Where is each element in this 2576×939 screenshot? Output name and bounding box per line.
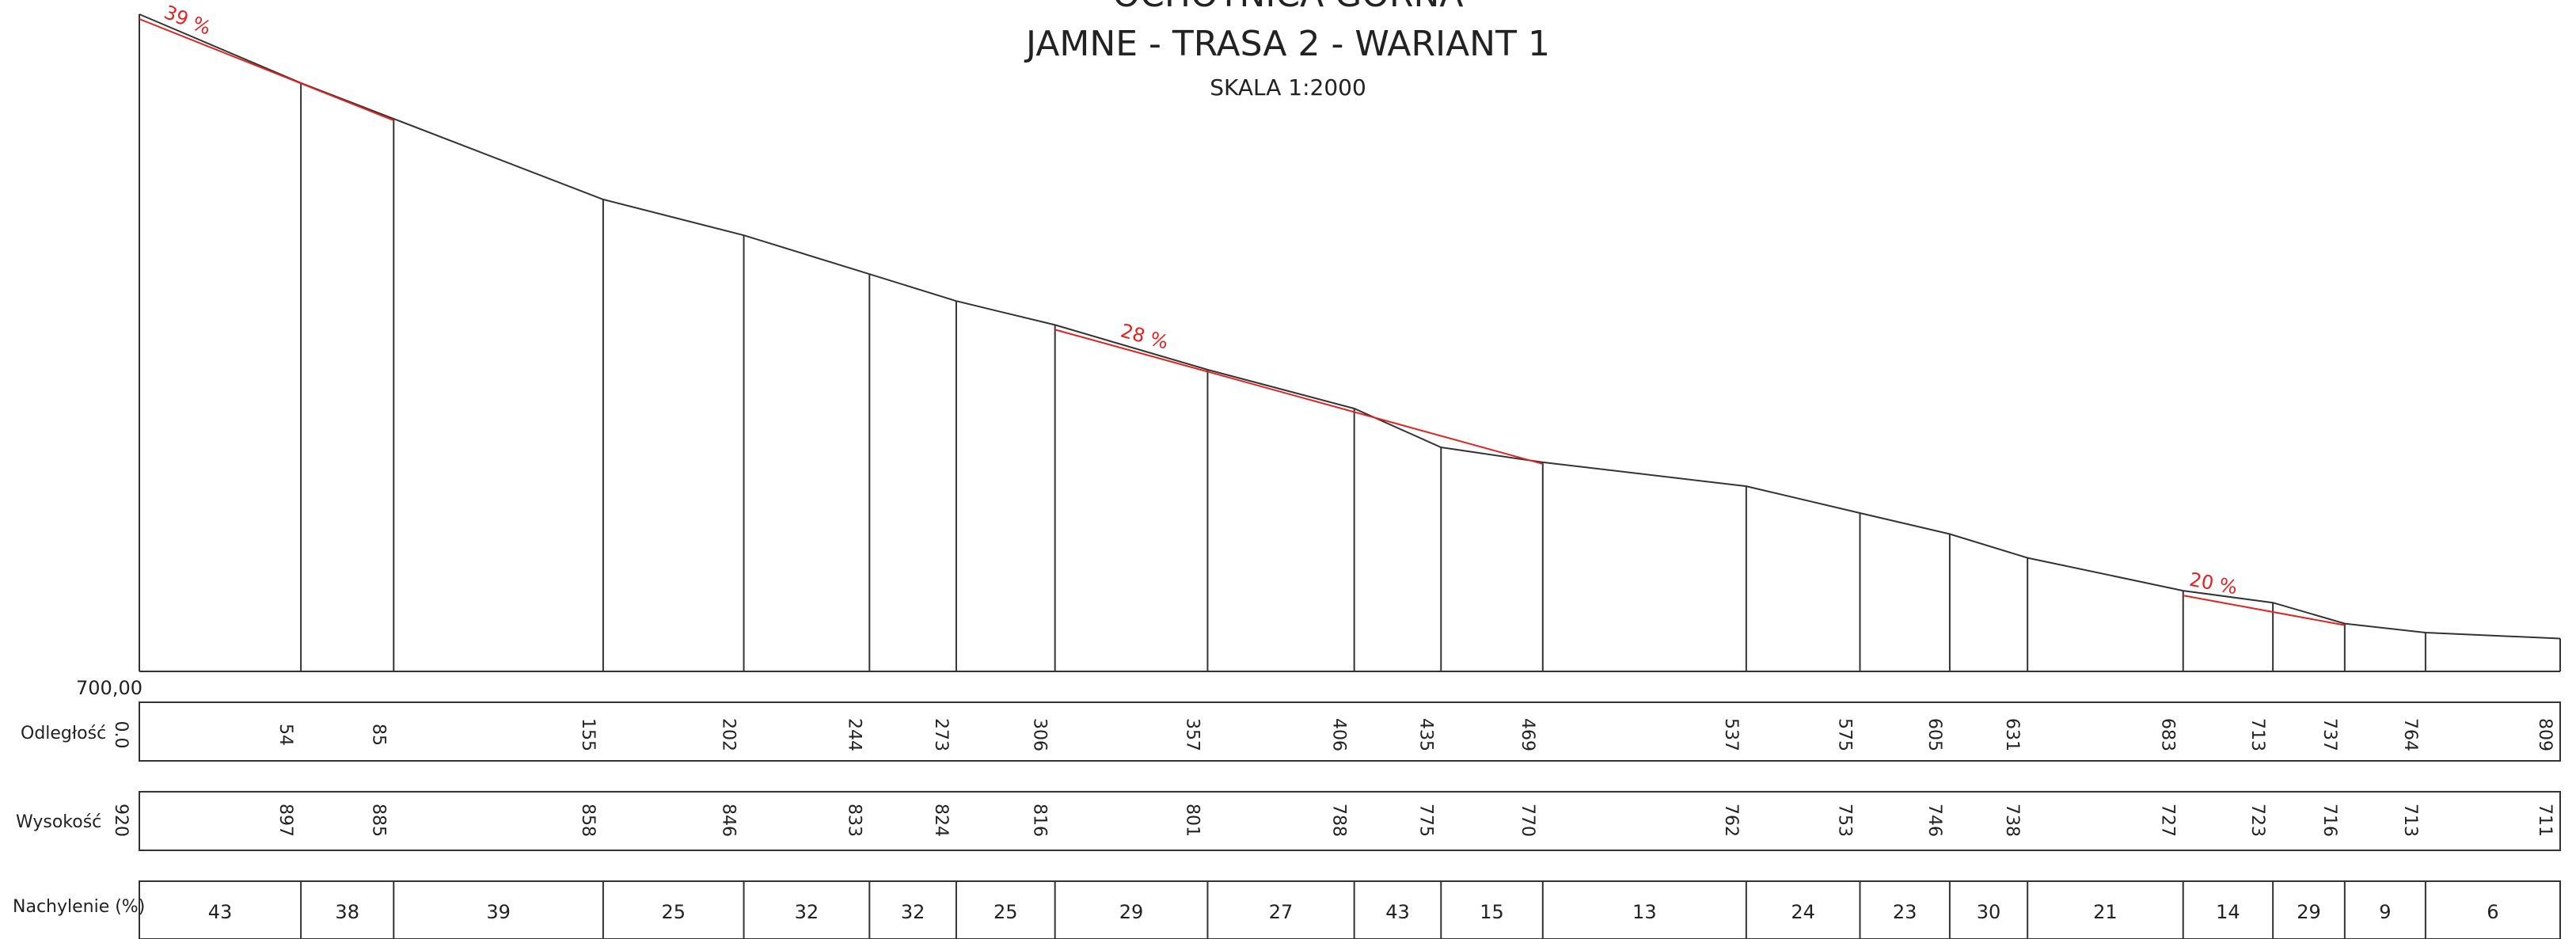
elevation-value: 723 — [2247, 804, 2267, 837]
distance-value: 85 — [368, 724, 388, 746]
distance-value: 605 — [1924, 718, 1944, 751]
elevation-value: 833 — [844, 804, 864, 837]
slope-value: 25 — [994, 901, 1018, 923]
distance-value: 202 — [719, 718, 739, 751]
distance-row-label: Odległość — [21, 724, 106, 743]
slope-value: 24 — [1791, 901, 1815, 923]
elevation-value: 846 — [719, 804, 739, 837]
elevation-value: 713 — [2400, 804, 2420, 837]
distance-row-box — [139, 701, 2561, 762]
elevation-value: 753 — [1834, 804, 1854, 837]
elevation-value: 858 — [578, 804, 598, 837]
elevation-value: 788 — [1329, 804, 1349, 837]
grade-line — [1054, 329, 1544, 465]
slope-value: 25 — [661, 901, 686, 923]
profile-table: 0.09205489785885155858202846244833273824… — [111, 701, 2561, 939]
slope-row-box — [139, 880, 2561, 939]
slope-value: 21 — [2093, 901, 2118, 923]
grade-line — [139, 18, 394, 121]
elevation-value: 775 — [1415, 804, 1435, 837]
distance-value: 357 — [1182, 718, 1202, 751]
elevation-value: 746 — [1924, 804, 1944, 837]
elevation-value: 770 — [1518, 804, 1537, 837]
slope-value: 6 — [2487, 901, 2498, 923]
elevation-value: 885 — [368, 804, 388, 837]
distance-value: 809 — [2535, 718, 2555, 751]
elevation-value: 711 — [2535, 804, 2555, 837]
slope-value: 23 — [1893, 901, 1917, 923]
route-title: JAMNE - TRASA 2 - WARIANT 1 — [1024, 24, 1550, 64]
slope-value: 15 — [1480, 901, 1504, 923]
distance-value: 0.0 — [111, 721, 131, 749]
distance-value: 435 — [1415, 718, 1435, 751]
distance-value: 306 — [1030, 718, 1050, 751]
scale-label: SKALA 1:2000 — [1210, 74, 1366, 101]
elevation-value: 716 — [2320, 804, 2339, 837]
elevation-value: 824 — [931, 804, 951, 837]
slope-value: 43 — [1385, 901, 1410, 923]
slope-value: 9 — [2379, 901, 2391, 923]
slope-value: 32 — [795, 901, 819, 923]
slope-value: 38 — [335, 901, 359, 923]
slope-value: 13 — [1632, 901, 1657, 923]
slope-value: 29 — [1119, 901, 1144, 923]
slope-value: 30 — [1977, 901, 2001, 923]
elevation-value: 897 — [275, 804, 295, 837]
distance-value: 469 — [1518, 718, 1537, 751]
slope-value: 39 — [486, 901, 511, 923]
elevation-row-label: Wysokość — [16, 812, 101, 832]
slope-value: 43 — [208, 901, 233, 923]
elevation-value: 920 — [111, 804, 131, 837]
elevation-value: 801 — [1182, 804, 1202, 837]
location-title: OCHOTNICA GÓRNA — [1113, 0, 1464, 15]
distance-value: 575 — [1834, 718, 1854, 751]
grade-label: 39 % — [161, 1, 214, 40]
slope-value: 32 — [901, 901, 925, 923]
elevation-value: 762 — [1721, 804, 1741, 837]
grade-line — [2183, 595, 2346, 626]
slope-value: 27 — [1269, 901, 1294, 923]
distance-value: 683 — [2158, 718, 2178, 751]
elevation-value: 727 — [2158, 804, 2178, 837]
elevation-row-box — [139, 791, 2561, 851]
distance-value: 54 — [275, 724, 295, 746]
slope-row-label: Nachylenie (%) — [13, 897, 145, 917]
distance-value: 713 — [2247, 718, 2267, 751]
distance-value: 537 — [1721, 718, 1741, 751]
profile-plot — [139, 13, 2561, 672]
terrain-line — [139, 13, 2561, 640]
elevation-value: 738 — [2002, 804, 2022, 837]
slope-value: 29 — [2297, 901, 2321, 923]
elevation-value: 816 — [1030, 804, 1050, 837]
distance-value: 244 — [844, 718, 864, 751]
distance-value: 631 — [2002, 718, 2022, 751]
distance-value: 764 — [2400, 718, 2420, 751]
distance-value: 737 — [2320, 718, 2339, 751]
datum-label: 700,00 — [76, 677, 142, 699]
distance-value: 406 — [1329, 718, 1349, 751]
distance-value: 155 — [578, 718, 598, 751]
slope-value: 14 — [2216, 901, 2240, 923]
distance-value: 273 — [931, 718, 951, 751]
grade-label: 20 % — [2187, 568, 2239, 599]
